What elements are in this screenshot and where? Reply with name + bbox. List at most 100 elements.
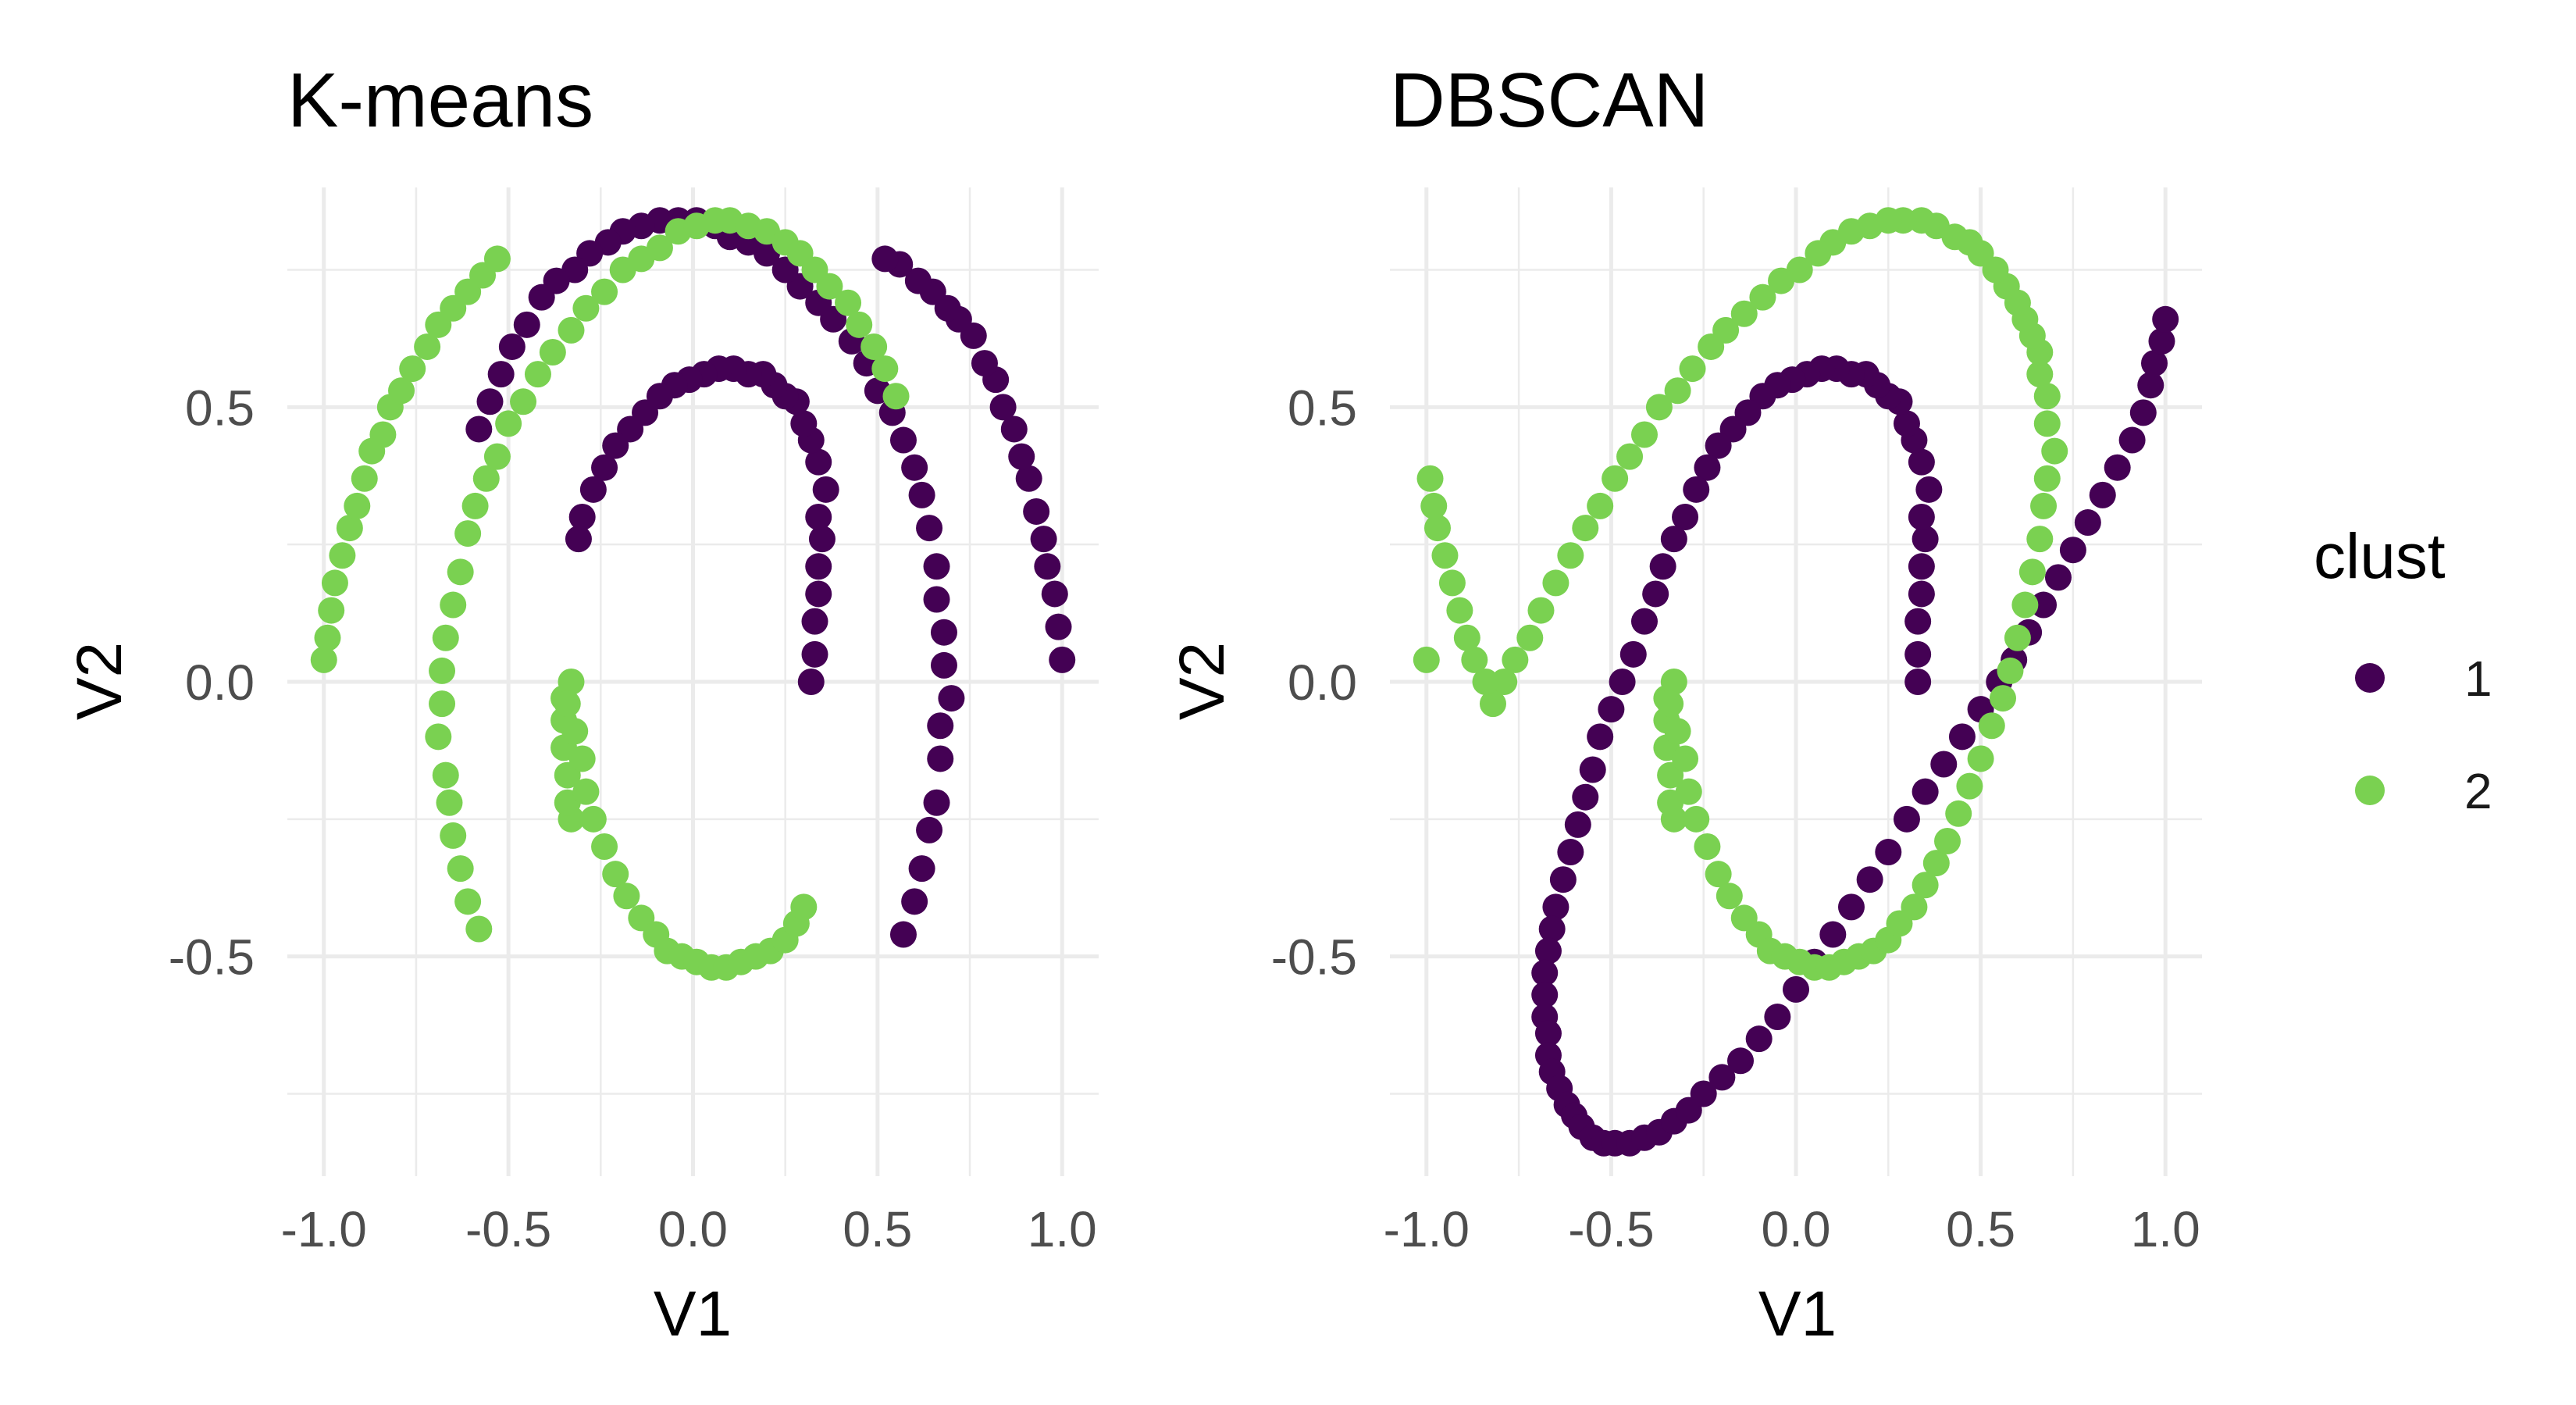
kmeans-point-cluster-2	[429, 690, 456, 718]
dbscan-point-cluster-1	[1819, 921, 1847, 948]
dbscan-point-cluster-1	[2074, 509, 2101, 537]
kmeans-point-cluster-2	[524, 361, 551, 388]
kmeans-point-cluster-2	[310, 646, 337, 673]
kmeans-point-cluster-2	[369, 421, 397, 448]
kmeans-point-cluster-1	[1015, 465, 1042, 492]
dbscan-point-cluster-1	[1534, 1020, 1562, 1047]
kmeans-points	[310, 207, 1076, 981]
dbscan-y-axis-title: V2	[1167, 642, 1238, 720]
dbscan-point-cluster-1	[2089, 481, 2116, 508]
dbscan-point-cluster-2	[1557, 542, 1584, 569]
dbscan-point-cluster-2	[1527, 597, 1555, 624]
dbscan-point-cluster-1	[1908, 580, 1935, 608]
kmeans-point-cluster-2	[440, 591, 467, 619]
dbscan-point-cluster-1	[1764, 1004, 1791, 1031]
kmeans-point-cluster-2	[871, 355, 899, 383]
dbscan-point-cluster-1	[1912, 778, 1939, 805]
dbscan-y-tick-labels: -0.5 0.0 0.5	[1271, 380, 1357, 985]
kmeans-point-cluster-2	[447, 855, 474, 883]
kmeans-point-cluster-1	[797, 669, 825, 695]
dbscan-point-cluster-2	[1516, 624, 1544, 651]
kmeans-y-tick-label: -0.5	[169, 929, 255, 986]
dbscan-point-cluster-1	[1672, 504, 1699, 530]
dbscan-point-cluster-2	[2033, 465, 2061, 492]
kmeans-point-cluster-1	[528, 283, 555, 311]
kmeans-point-cluster-2	[483, 245, 511, 273]
kmeans-point-cluster-1	[916, 816, 943, 843]
dbscan-point-cluster-1	[1783, 975, 1809, 1003]
dbscan-point-cluster-1	[1619, 640, 1647, 668]
dbscan-point-cluster-2	[1572, 515, 1599, 542]
kmeans-point-cluster-1	[901, 888, 928, 915]
kmeans-point-cluster-2	[440, 822, 467, 849]
dbscan-point-cluster-1	[1609, 669, 1636, 695]
dbscan-point-cluster-2	[2004, 624, 2031, 651]
dbscan-point-cluster-1	[1930, 751, 1958, 778]
legend-label-1: 1	[2464, 651, 2492, 707]
dbscan-point-cluster-2	[1912, 872, 1939, 899]
dbscan-point-cluster-2	[1664, 718, 1691, 745]
kmeans-point-cluster-1	[801, 608, 828, 635]
dbscan-point-cluster-2	[2033, 410, 2061, 437]
kmeans-point-cluster-2	[561, 718, 589, 745]
kmeans-point-cluster-2	[351, 465, 378, 492]
kmeans-point-cluster-2	[539, 339, 566, 366]
dbscan-point-cluster-2	[1453, 624, 1480, 651]
kmeans-y-axis-title: V2	[64, 642, 135, 720]
dbscan-point-cluster-2	[1705, 861, 1732, 888]
dbscan-point-cluster-2	[1908, 207, 1935, 234]
dbscan-point-cluster-1	[1727, 1047, 1755, 1075]
kmeans-x-tick-label: 0.0	[658, 1201, 728, 1257]
dbscan-point-cluster-1	[2152, 305, 2179, 333]
dbscan-point-cluster-1	[1948, 723, 1976, 751]
kmeans-point-cluster-1	[498, 333, 526, 360]
kmeans-grid	[287, 187, 1099, 1176]
kmeans-point-cluster-2	[483, 443, 511, 470]
kmeans-x-tick-labels: -1.0 -0.5 0.0 0.5 1.0	[281, 1201, 1097, 1257]
dbscan-point-cluster-2	[1768, 267, 1795, 294]
dbscan-point-cluster-2	[1630, 421, 1658, 448]
kmeans-point-cluster-1	[923, 553, 950, 580]
kmeans-point-cluster-1	[602, 432, 629, 459]
dbscan-point-cluster-1	[2030, 591, 2058, 619]
kmeans-point-cluster-1	[916, 515, 943, 542]
dbscan-x-tick-label: -1.0	[1384, 1201, 1470, 1257]
dbscan-point-cluster-1	[1531, 981, 1559, 1008]
dbscan-point-cluster-1	[2148, 327, 2175, 355]
dbscan-point-cluster-2	[2026, 526, 2054, 553]
dbscan-points	[1413, 207, 2179, 1157]
dbscan-x-tick-labels: -1.0 -0.5 0.0 0.5 1.0	[1384, 1201, 2200, 1257]
kmeans-point-cluster-1	[1000, 415, 1028, 443]
dbscan-point-cluster-2	[1730, 300, 1758, 327]
dbscan-point-cluster-1	[1893, 805, 1920, 833]
kmeans-point-cluster-2	[558, 669, 585, 695]
kmeans-point-cluster-2	[646, 234, 673, 262]
kmeans-point-cluster-1	[476, 388, 504, 415]
dbscan-point-cluster-2	[1679, 355, 1706, 383]
kmeans-point-cluster-2	[591, 278, 618, 305]
dbscan-point-cluster-1	[2118, 426, 2146, 454]
dbscan-point-cluster-1	[1915, 476, 1943, 503]
kmeans-point-cluster-2	[558, 316, 585, 344]
legend-key-2	[2355, 776, 2385, 805]
kmeans-y-tick-label: 0.0	[185, 654, 255, 711]
kmeans-point-cluster-1	[579, 476, 607, 503]
dbscan-point-cluster-1	[2137, 372, 2164, 399]
dbscan-point-cluster-1	[1745, 1025, 1773, 1053]
kmeans-point-cluster-2	[602, 861, 629, 888]
dbscan-point-cluster-2	[2011, 591, 2039, 619]
dbscan-point-cluster-2	[1431, 542, 1459, 569]
kmeans-point-cluster-1	[805, 580, 832, 608]
dbscan-point-cluster-2	[1683, 805, 1710, 833]
kmeans-point-cluster-1	[889, 921, 917, 948]
dbscan-point-cluster-2	[1416, 465, 1444, 492]
dbscan-point-cluster-1	[1572, 783, 1599, 811]
kmeans-point-cluster-2	[461, 492, 489, 519]
dbscan-point-cluster-1	[1549, 866, 1577, 893]
kmeans-point-cluster-1	[1030, 526, 1057, 553]
dbscan-point-cluster-2	[1438, 569, 1466, 597]
kmeans-point-cluster-1	[1034, 553, 1061, 580]
kmeans-point-cluster-2	[613, 883, 640, 910]
kmeans-point-cluster-2	[816, 273, 843, 300]
kmeans-point-cluster-1	[812, 476, 839, 503]
